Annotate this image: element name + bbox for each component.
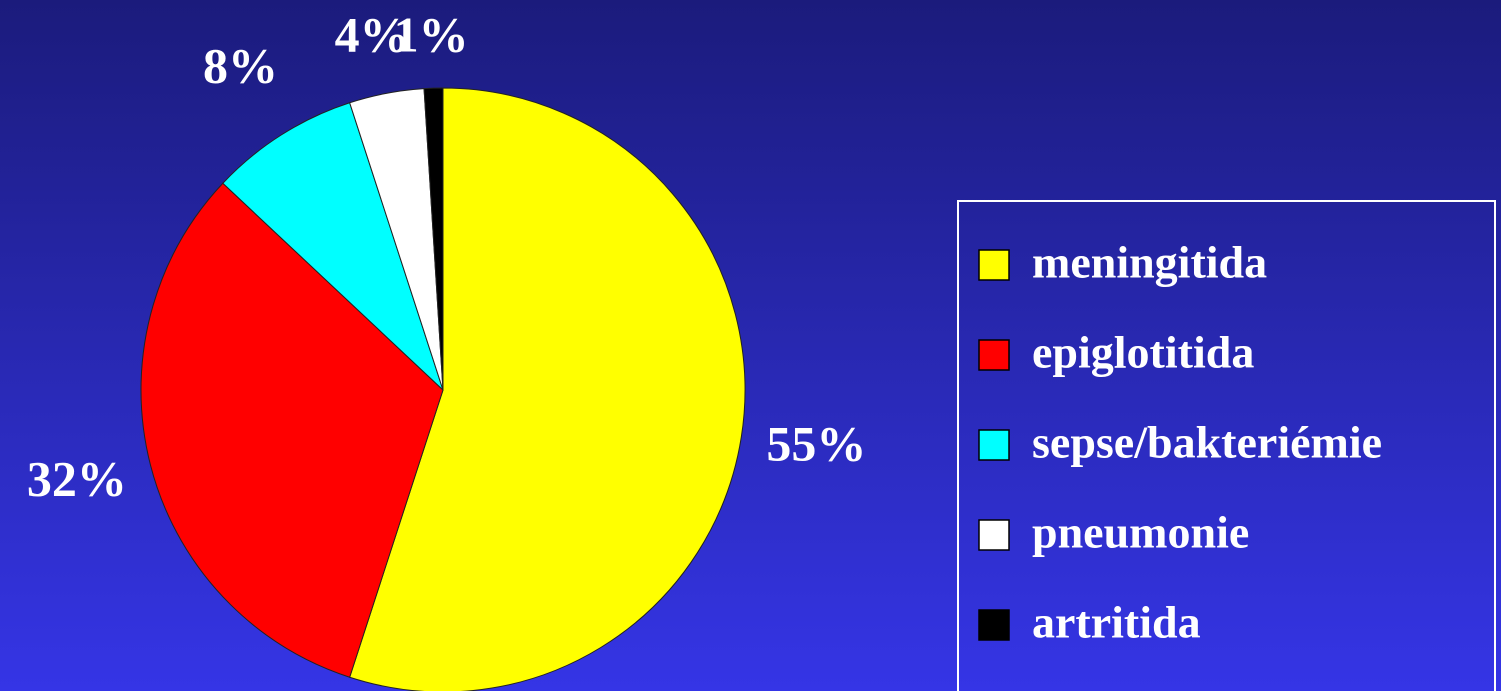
pie-slice xyxy=(140,182,444,678)
legend-swatch xyxy=(978,249,1010,281)
data-label: 55% xyxy=(766,416,866,472)
legend-label: epiglotitida xyxy=(1032,327,1254,378)
data-label: 8% xyxy=(203,37,278,93)
data-label: 32% xyxy=(27,450,127,506)
legend-label: meningitida xyxy=(1032,237,1267,288)
pie-slice xyxy=(222,102,444,391)
legend-swatch xyxy=(978,339,1010,371)
legend-label: artritida xyxy=(1032,597,1201,648)
legend-box xyxy=(957,200,1496,691)
legend-swatch xyxy=(978,609,1010,641)
legend-label: sepse/bakteriémie xyxy=(1032,417,1382,468)
data-label: 1% xyxy=(394,6,469,62)
legend-swatch xyxy=(978,429,1010,461)
legend-swatch xyxy=(978,519,1010,551)
pie-slice xyxy=(423,87,444,391)
pie-slice xyxy=(349,87,746,691)
legend-label: pneumonie xyxy=(1032,507,1249,558)
data-label: 4% xyxy=(335,6,410,62)
